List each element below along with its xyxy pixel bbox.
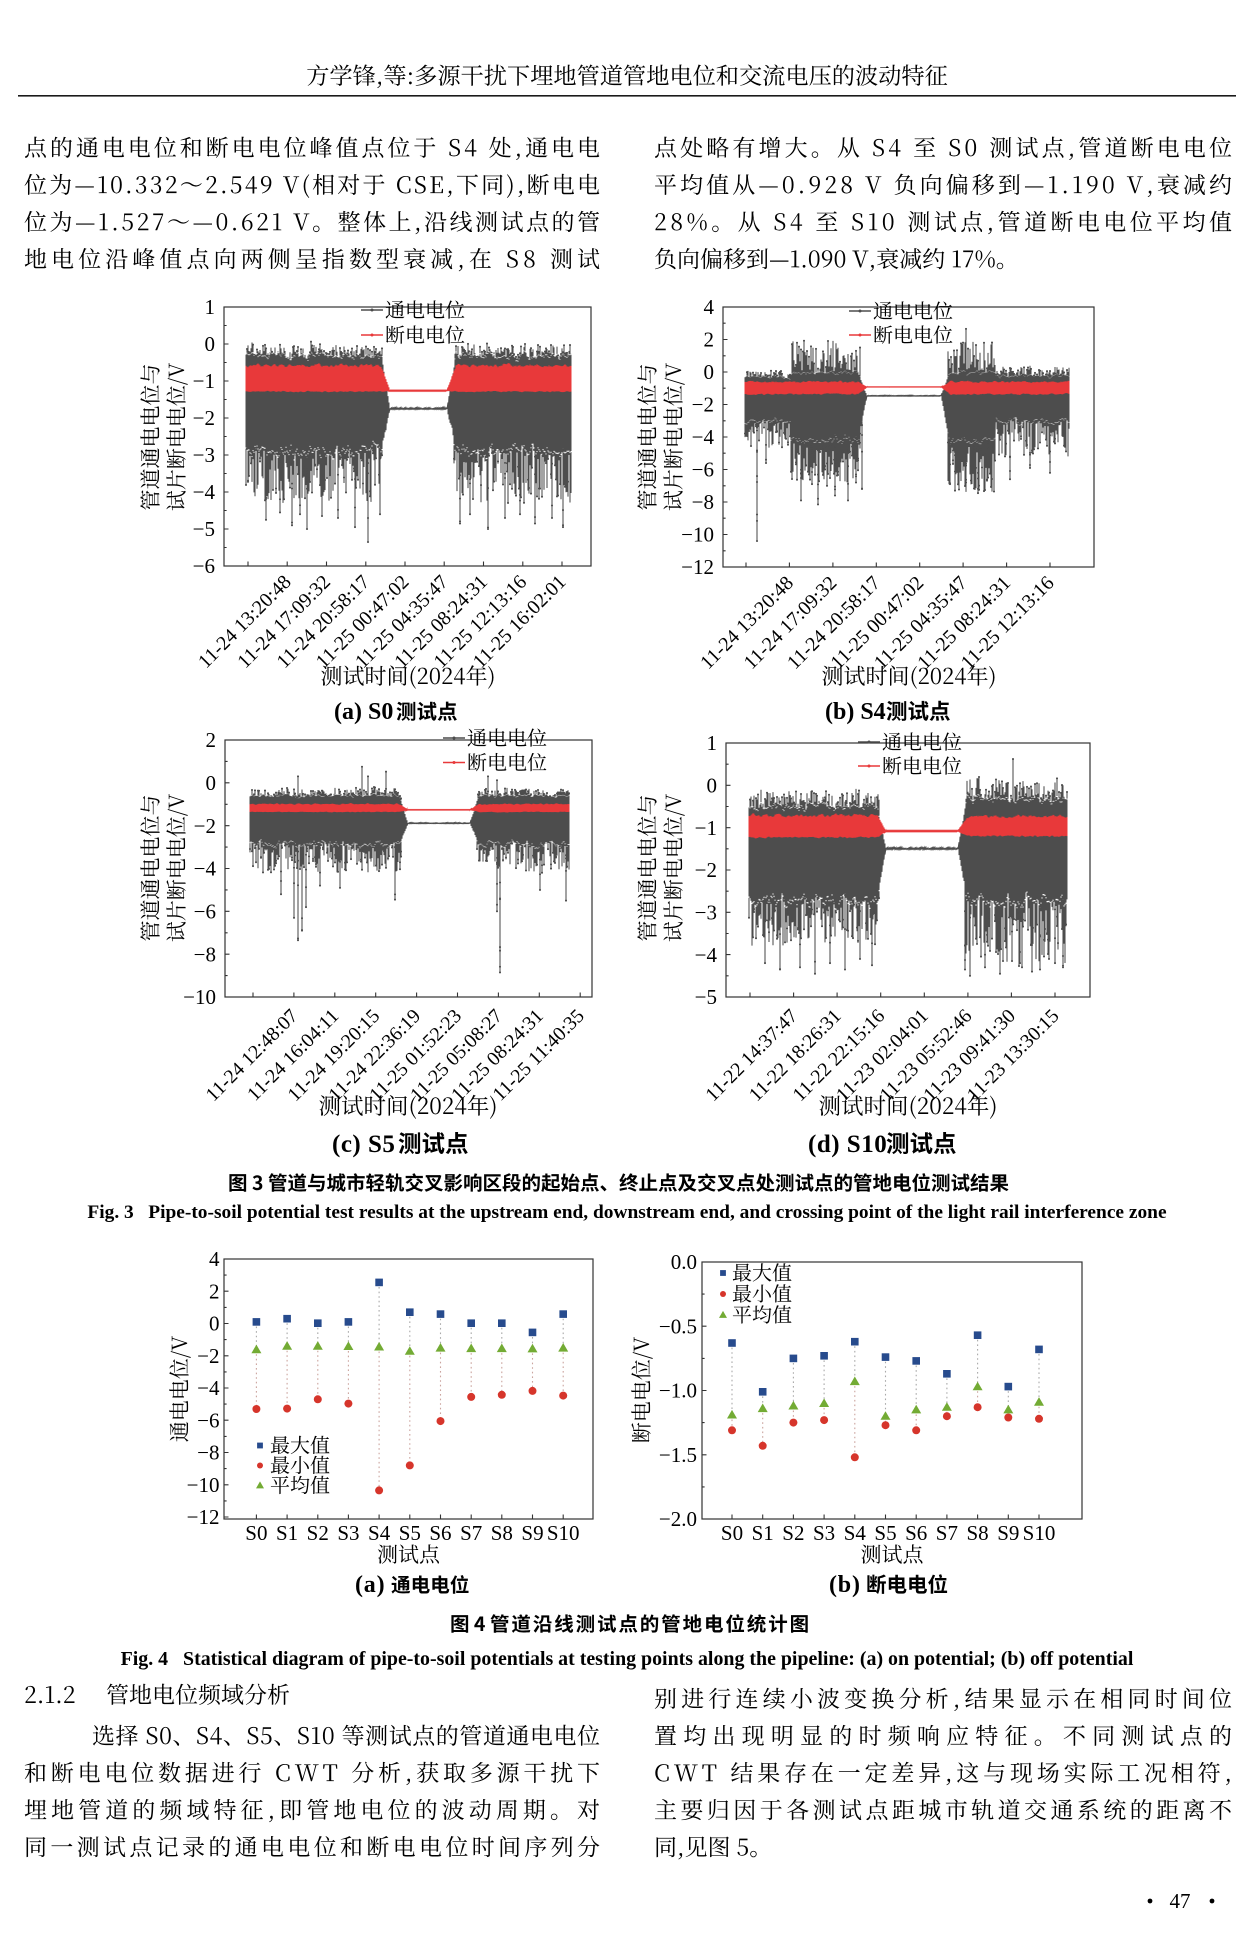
svg-text:−8: −8 — [692, 490, 714, 514]
svg-text:S1: S1 — [752, 1521, 774, 1545]
svg-text:−5: −5 — [695, 985, 717, 1009]
svg-text:1: 1 — [205, 295, 216, 319]
svg-text:−1: −1 — [193, 369, 215, 393]
svg-text:−10: −10 — [183, 985, 216, 1009]
svg-text:−2: −2 — [692, 393, 714, 417]
svg-text:S3: S3 — [337, 1521, 359, 1545]
svg-text:−4: −4 — [695, 943, 718, 967]
svg-text:−6: −6 — [194, 900, 216, 924]
svg-text:−3: −3 — [193, 443, 215, 467]
svg-text:−6: −6 — [692, 458, 714, 482]
svg-text:−12: −12 — [681, 555, 714, 579]
svg-text:−8: −8 — [194, 942, 216, 966]
svg-text:4: 4 — [704, 295, 715, 319]
svg-text:Fig. 4 Statistical diagram o: Fig. 4 Statistical diagram of pipe-to-so… — [121, 1648, 1134, 1670]
svg-text:Fig. 3 Pipe-to-soil potentia: Fig. 3 Pipe-to-soil potential test resul… — [87, 1202, 1167, 1223]
svg-text:−8: −8 — [197, 1441, 219, 1465]
svg-text:S9: S9 — [521, 1521, 543, 1545]
svg-text:−10: −10 — [187, 1473, 220, 1497]
svg-text:0: 0 — [707, 774, 718, 798]
svg-text:(b) S4: (b) S4 — [825, 699, 886, 725]
svg-text:S6: S6 — [905, 1521, 927, 1545]
svg-text:1: 1 — [707, 731, 718, 755]
svg-text:2: 2 — [206, 728, 217, 752]
svg-text:(a): (a) — [355, 1572, 385, 1598]
svg-text:S6: S6 — [429, 1521, 451, 1545]
svg-text:(c) S5: (c) S5 — [332, 1131, 395, 1158]
svg-text:−2: −2 — [695, 858, 717, 882]
svg-text:−4: −4 — [194, 857, 217, 881]
svg-text:−10: −10 — [681, 523, 714, 547]
svg-text:S2: S2 — [782, 1521, 804, 1545]
svg-text:S0: S0 — [245, 1521, 267, 1545]
svg-text:S4: S4 — [844, 1521, 867, 1545]
svg-text:S5: S5 — [399, 1521, 421, 1545]
svg-text:−4: −4 — [193, 480, 216, 504]
svg-text:−5: −5 — [193, 517, 215, 541]
svg-text:S8: S8 — [967, 1521, 989, 1545]
svg-text:−12: −12 — [187, 1505, 220, 1529]
svg-text:S3: S3 — [813, 1521, 835, 1545]
svg-text:S7: S7 — [460, 1521, 482, 1545]
svg-text:(a) S0: (a) S0 — [334, 699, 393, 725]
svg-text:S9: S9 — [997, 1521, 1019, 1545]
svg-text:(b): (b) — [829, 1572, 861, 1598]
svg-text:S5: S5 — [874, 1521, 896, 1545]
svg-text:S10: S10 — [547, 1521, 580, 1545]
svg-text:2: 2 — [704, 328, 715, 352]
svg-text:S4: S4 — [368, 1521, 391, 1545]
svg-text:S7: S7 — [936, 1521, 958, 1545]
svg-text:−2.0: −2.0 — [659, 1507, 697, 1531]
svg-text:S2: S2 — [307, 1521, 329, 1545]
svg-text:S0: S0 — [721, 1521, 743, 1545]
svg-text:2: 2 — [209, 1279, 220, 1303]
svg-text:S1: S1 — [276, 1521, 298, 1545]
svg-text:47: 47 — [1170, 1889, 1191, 1913]
svg-text:−6: −6 — [197, 1408, 219, 1432]
svg-text:−4: −4 — [692, 425, 715, 449]
svg-text:S10: S10 — [1023, 1521, 1056, 1545]
svg-text:0: 0 — [206, 771, 217, 795]
svg-text:−3: −3 — [695, 901, 717, 925]
svg-text:0: 0 — [704, 360, 715, 384]
svg-text:4: 4 — [209, 1247, 220, 1271]
svg-text:−2: −2 — [193, 406, 215, 430]
svg-text:−0.5: −0.5 — [659, 1314, 697, 1338]
svg-text:0.0: 0.0 — [671, 1250, 697, 1274]
svg-text:−1: −1 — [695, 816, 717, 840]
svg-text:S8: S8 — [491, 1521, 513, 1545]
svg-text:0: 0 — [209, 1312, 220, 1336]
svg-text:−4: −4 — [197, 1376, 220, 1400]
svg-text:−2: −2 — [197, 1344, 219, 1368]
svg-text:−1.5: −1.5 — [659, 1443, 697, 1467]
svg-text:−1.0: −1.0 — [659, 1379, 697, 1403]
svg-text:(d) S10: (d) S10 — [808, 1131, 887, 1158]
svg-text:−6: −6 — [193, 554, 215, 578]
svg-text:−2: −2 — [194, 814, 216, 838]
svg-text:0: 0 — [205, 332, 216, 356]
